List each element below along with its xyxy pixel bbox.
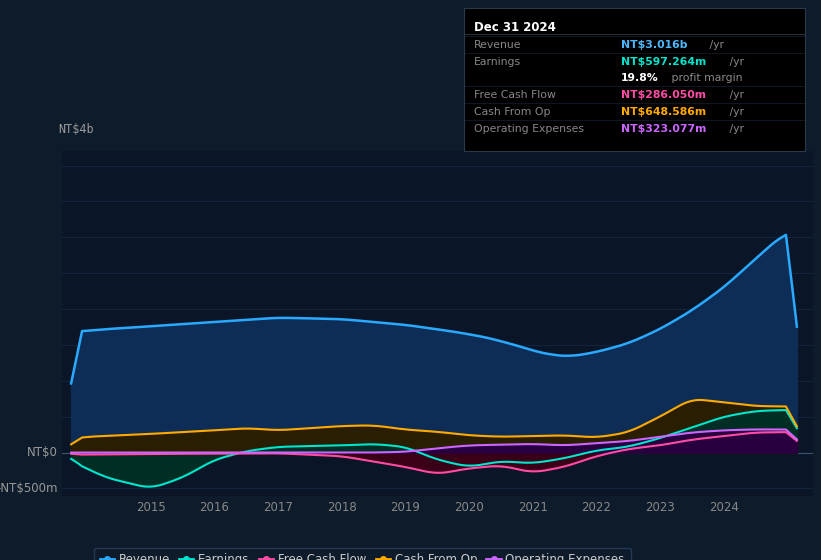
Text: Revenue: Revenue bbox=[474, 40, 521, 50]
Text: NT$597.264m: NT$597.264m bbox=[621, 57, 706, 67]
Text: Cash From Op: Cash From Op bbox=[474, 107, 551, 117]
Legend: Revenue, Earnings, Free Cash Flow, Cash From Op, Operating Expenses: Revenue, Earnings, Free Cash Flow, Cash … bbox=[94, 548, 631, 560]
Text: -NT$500m: -NT$500m bbox=[0, 482, 57, 495]
Text: NT$4b: NT$4b bbox=[57, 123, 94, 136]
Text: NT$323.077m: NT$323.077m bbox=[621, 124, 706, 134]
Text: NT$0: NT$0 bbox=[27, 446, 57, 459]
Text: /yr: /yr bbox=[726, 107, 744, 117]
Text: /yr: /yr bbox=[726, 57, 744, 67]
Text: 19.8%: 19.8% bbox=[621, 73, 658, 83]
Text: NT$648.586m: NT$648.586m bbox=[621, 107, 706, 117]
Text: /yr: /yr bbox=[726, 124, 744, 134]
Text: Operating Expenses: Operating Expenses bbox=[474, 124, 584, 134]
Text: NT$3.016b: NT$3.016b bbox=[621, 40, 687, 50]
Text: NT$286.050m: NT$286.050m bbox=[621, 90, 705, 100]
Text: Earnings: Earnings bbox=[474, 57, 521, 67]
Text: /yr: /yr bbox=[726, 90, 744, 100]
Text: profit margin: profit margin bbox=[668, 73, 743, 83]
Text: /yr: /yr bbox=[706, 40, 724, 50]
Text: Dec 31 2024: Dec 31 2024 bbox=[474, 21, 556, 34]
Text: Free Cash Flow: Free Cash Flow bbox=[474, 90, 556, 100]
